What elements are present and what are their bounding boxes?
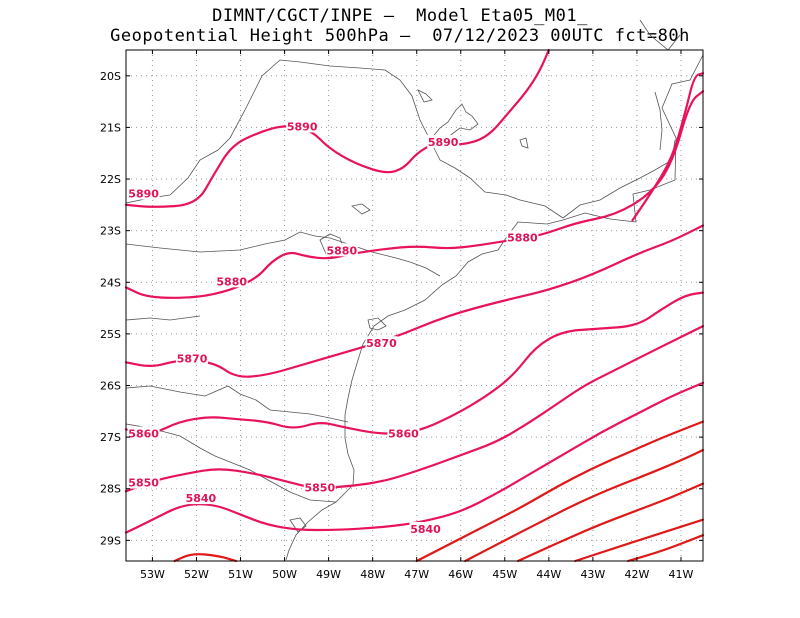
coastline: [285, 54, 704, 561]
x-tick-label: 42W: [624, 568, 649, 581]
x-tick-label: 49W: [316, 568, 341, 581]
contour-label: 5880: [216, 275, 247, 288]
contour-label-bg: [127, 426, 160, 440]
y-tick-label: 27S: [100, 431, 121, 444]
contour-label: 5880: [327, 244, 358, 257]
contour-label: 5870: [366, 337, 397, 350]
x-tick-label: 44W: [536, 568, 561, 581]
contour-5830: [173, 553, 238, 563]
contour-5890: [631, 72, 705, 222]
contour-label: 5890: [428, 136, 459, 149]
x-tick-label: 41W: [669, 568, 694, 581]
contour-label-bg: [215, 274, 248, 288]
contour-label: 5860: [388, 428, 419, 441]
contour-label: 5890: [128, 188, 159, 201]
y-tick-label: 25S: [100, 328, 121, 341]
contour-label: 5840: [410, 523, 441, 536]
y-tick-label: 28S: [100, 483, 121, 496]
contour-label-bg: [176, 351, 209, 365]
axis-ticks: 53W 52W 51W 50W 49W 48W 47W 46W 45W 44W 43W 42W 41W 2…: [100, 50, 703, 581]
contour-5880: [124, 90, 705, 299]
border-mg-north: [639, 19, 681, 51]
contour-label-bg: [387, 426, 420, 440]
contour-5890: [124, 48, 550, 208]
contour-labels: 5890 5890 5890 5880 5880 5880 5870 5870 5860 5860…: [127, 119, 539, 536]
contour-5800: [574, 518, 705, 563]
reservoir-small-1: [351, 203, 371, 215]
graticule-grid: [126, 50, 703, 561]
y-tick-label: 24S: [100, 276, 121, 289]
paranagua-bay: [367, 317, 387, 331]
contour-label-bg: [127, 475, 160, 489]
border-arg-pr: [125, 315, 201, 321]
border-pr-sp: [125, 231, 441, 277]
y-tick-label: 22S: [100, 173, 121, 186]
contour-label-bg: [184, 491, 217, 505]
map-frame: [125, 49, 704, 562]
contour-lines: [124, 48, 705, 563]
x-tick-label: 47W: [404, 568, 429, 581]
contour-label: 5850: [128, 477, 159, 490]
contour-label-bg: [427, 134, 460, 148]
reservoir-small-2: [417, 89, 433, 103]
contour-5790: [627, 534, 705, 563]
contour-label: 5860: [128, 428, 159, 441]
contour-5840: [124, 381, 705, 534]
reservoir-small-3: [519, 137, 529, 149]
x-tick-label: 52W: [184, 568, 209, 581]
chart-title-line-1: DIMNT/CGCT/INPE – Model Eta05_M01_: [212, 6, 588, 26]
y-tick-label: 23S: [100, 225, 121, 238]
contour-5830: [415, 420, 705, 563]
contour-label: 5880: [507, 231, 538, 244]
contour-label-bg: [325, 243, 358, 257]
contour-label-bg: [409, 522, 442, 536]
border-mg-es-north: [654, 91, 663, 151]
contour-label: 5850: [304, 482, 335, 495]
x-tick-label: 51W: [228, 568, 253, 581]
y-tick-label: 21S: [100, 121, 121, 134]
y-tick-label: 29S: [100, 534, 121, 547]
contour-label-bg: [365, 336, 398, 350]
y-tick-label: 20S: [100, 70, 121, 83]
contour-label: 5840: [186, 492, 217, 505]
border-ms-sp: [125, 59, 301, 204]
contour-label-bg: [506, 230, 539, 244]
contour-label-bg: [303, 480, 336, 494]
x-tick-label: 46W: [448, 568, 473, 581]
x-tick-label: 45W: [492, 568, 517, 581]
state-borders-and-coastline: [125, 19, 704, 561]
y-tick-label: 26S: [100, 380, 121, 393]
contour-label-bg: [127, 186, 160, 200]
contour-5820: [464, 448, 705, 563]
contour-5870: [124, 224, 705, 378]
border-sp-mg: [299, 61, 564, 219]
border-mg-rj-es: [562, 139, 676, 219]
x-tick-label: 53W: [140, 568, 165, 581]
contour-5850: [124, 325, 705, 493]
x-tick-label: 48W: [360, 568, 385, 581]
contour-label: 5890: [287, 120, 318, 133]
chart-title-line-2: Geopotential Height 500hPa – 07/12/2023 …: [110, 26, 690, 46]
border-pr-sc: [125, 385, 349, 423]
contour-label: 5870: [177, 353, 208, 366]
x-tick-label: 43W: [580, 568, 605, 581]
border-sc-rs: [125, 423, 337, 503]
contour-5810: [516, 482, 705, 563]
x-tick-label: 50W: [272, 568, 297, 581]
contour-label-bg: [286, 119, 319, 133]
